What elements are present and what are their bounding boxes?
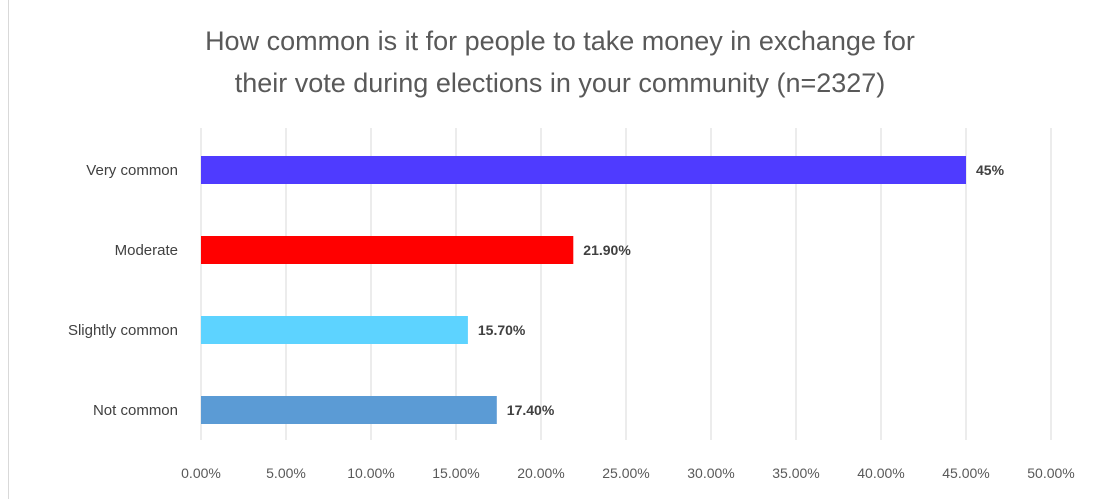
- data-labels: 45% 21.90% 15.70% 17.40%: [478, 162, 1005, 418]
- bar: [201, 156, 966, 184]
- category-labels: Very common Moderate Slightly common Not co…: [68, 162, 178, 419]
- x-tick-label: 35.00%: [772, 465, 819, 481]
- category-label: Not common: [93, 402, 178, 419]
- data-label: 21.90%: [583, 242, 631, 258]
- data-label: 45%: [976, 162, 1005, 178]
- bar: [201, 396, 497, 424]
- data-label: 15.70%: [478, 322, 526, 338]
- x-axis-ticks: 0.00% 5.00% 10.00% 15.00% 20.00% 25.00% 30.00%…: [181, 465, 1075, 481]
- x-tick-label: 45.00%: [942, 465, 989, 481]
- x-tick-label: 0.00%: [181, 465, 221, 481]
- chart-title-line-2: their vote during elections in your comm…: [235, 68, 886, 98]
- x-tick-label: 40.00%: [857, 465, 904, 481]
- x-tick-label: 10.00%: [347, 465, 394, 481]
- category-label: Very common: [86, 162, 178, 179]
- frame-left-border: [8, 0, 9, 499]
- x-tick-label: 30.00%: [687, 465, 734, 481]
- x-tick-label: 15.00%: [432, 465, 479, 481]
- x-tick-label: 20.00%: [517, 465, 564, 481]
- category-label: Slightly common: [68, 322, 178, 339]
- x-tick-label: 5.00%: [266, 465, 306, 481]
- x-tick-label: 25.00%: [602, 465, 649, 481]
- chart-title-line-1: How common is it for people to take mone…: [205, 26, 915, 56]
- data-label: 17.40%: [507, 402, 555, 418]
- bar: [201, 316, 468, 344]
- category-label: Moderate: [115, 242, 178, 259]
- bar: [201, 236, 574, 264]
- x-tick-label: 50.00%: [1027, 465, 1074, 481]
- bars: [201, 156, 966, 424]
